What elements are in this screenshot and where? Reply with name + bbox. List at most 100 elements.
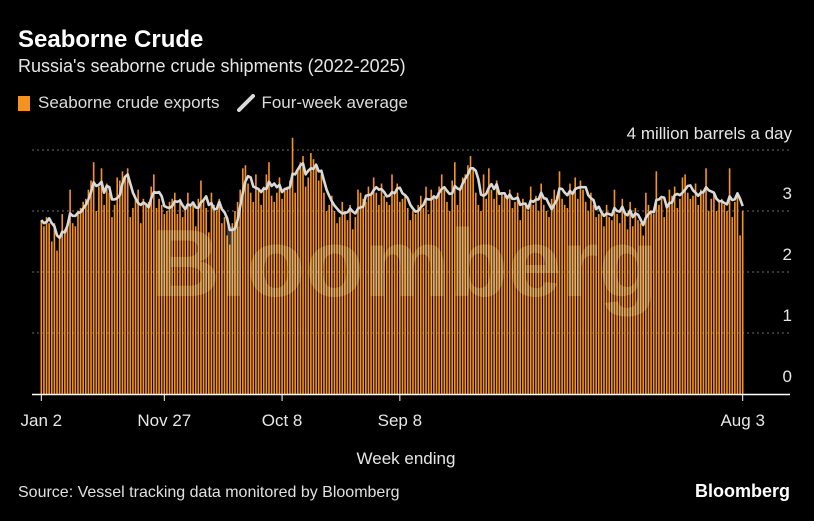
bar — [488, 168, 490, 394]
bar — [561, 198, 563, 394]
bar — [50, 241, 53, 394]
bar — [605, 204, 608, 394]
bar — [66, 223, 69, 394]
y-tick-label: 2 — [783, 245, 792, 264]
bar — [671, 195, 673, 394]
bar — [116, 177, 119, 394]
bar — [718, 201, 720, 394]
bar — [278, 177, 281, 394]
bar — [545, 211, 548, 394]
bar — [362, 198, 365, 394]
bar — [276, 192, 278, 394]
bar — [372, 177, 375, 394]
bar — [511, 207, 514, 394]
bar — [289, 180, 291, 394]
x-tick-label: Jan 2 — [21, 411, 63, 430]
bar — [532, 204, 535, 394]
bloomberg-logo: Bloomberg — [694, 481, 790, 501]
bar — [482, 174, 485, 394]
bar — [629, 201, 631, 394]
bar — [168, 201, 171, 394]
bar — [255, 174, 257, 394]
bar — [383, 195, 385, 394]
bar — [378, 204, 380, 394]
bar — [506, 198, 508, 394]
bar — [639, 223, 642, 394]
bar — [338, 217, 341, 394]
bar — [160, 204, 163, 394]
bar — [236, 201, 239, 394]
bar — [221, 223, 223, 394]
bar — [286, 186, 289, 394]
bar — [535, 195, 537, 394]
bar — [98, 186, 100, 394]
x-tick-label: Nov 27 — [137, 411, 191, 430]
bar — [592, 204, 595, 394]
bar — [634, 207, 637, 394]
bar — [223, 217, 226, 394]
bar — [422, 207, 425, 394]
bar — [600, 211, 603, 394]
bar — [417, 204, 419, 394]
bar — [64, 229, 66, 394]
bar — [508, 189, 511, 394]
bar — [739, 235, 741, 394]
bar — [111, 217, 113, 394]
bar — [325, 211, 328, 394]
bar — [134, 198, 137, 394]
bar — [359, 192, 362, 394]
bar — [100, 168, 103, 394]
bar — [71, 223, 74, 394]
bar — [108, 192, 111, 394]
bar — [139, 223, 142, 394]
bar — [720, 198, 723, 394]
bar — [247, 183, 249, 394]
bar — [388, 204, 391, 394]
bar — [173, 192, 176, 394]
bar — [734, 201, 736, 394]
bar — [74, 226, 77, 394]
bar — [595, 217, 597, 394]
bar — [645, 192, 647, 394]
bar — [419, 195, 422, 394]
bar — [516, 192, 519, 394]
x-axis-title: Week ending — [357, 449, 456, 468]
bar — [697, 204, 700, 394]
average-line-series — [40, 162, 744, 240]
bar — [197, 198, 200, 394]
bar — [631, 226, 634, 394]
watermark: Bloomberg — [151, 210, 658, 317]
bar — [315, 168, 317, 394]
bar — [84, 198, 87, 394]
bar — [283, 189, 286, 394]
bar — [459, 189, 461, 394]
bar — [553, 189, 556, 394]
bar — [673, 186, 676, 394]
bar — [603, 226, 605, 394]
bar — [181, 217, 184, 394]
bar — [45, 217, 48, 394]
bar — [469, 156, 472, 394]
average-line — [40, 162, 744, 240]
bar — [597, 214, 600, 394]
bar — [153, 174, 155, 394]
x-tick-label: Sep 8 — [378, 411, 422, 430]
bar — [451, 180, 453, 394]
bar — [296, 168, 299, 394]
bar — [95, 211, 98, 394]
bar — [665, 207, 668, 394]
bar — [414, 214, 417, 394]
bar — [681, 177, 684, 394]
bar — [142, 198, 145, 394]
bar — [344, 211, 346, 394]
bar — [566, 207, 569, 394]
bar — [715, 211, 718, 394]
bar — [686, 192, 689, 394]
bar — [537, 211, 540, 394]
bar — [132, 207, 134, 394]
bar — [189, 204, 192, 394]
bar — [490, 189, 493, 394]
bar — [155, 207, 158, 394]
bar — [262, 186, 265, 394]
